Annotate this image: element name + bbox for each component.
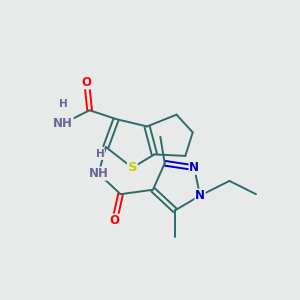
Text: H: H <box>96 149 104 159</box>
Text: N: N <box>195 189 205 202</box>
Text: O: O <box>110 214 120 227</box>
Text: N: N <box>189 161 199 174</box>
Text: S: S <box>128 161 137 174</box>
Text: H: H <box>59 99 68 110</box>
Text: NH: NH <box>88 167 108 180</box>
Text: O: O <box>82 76 92 89</box>
Text: NH: NH <box>53 117 73 130</box>
